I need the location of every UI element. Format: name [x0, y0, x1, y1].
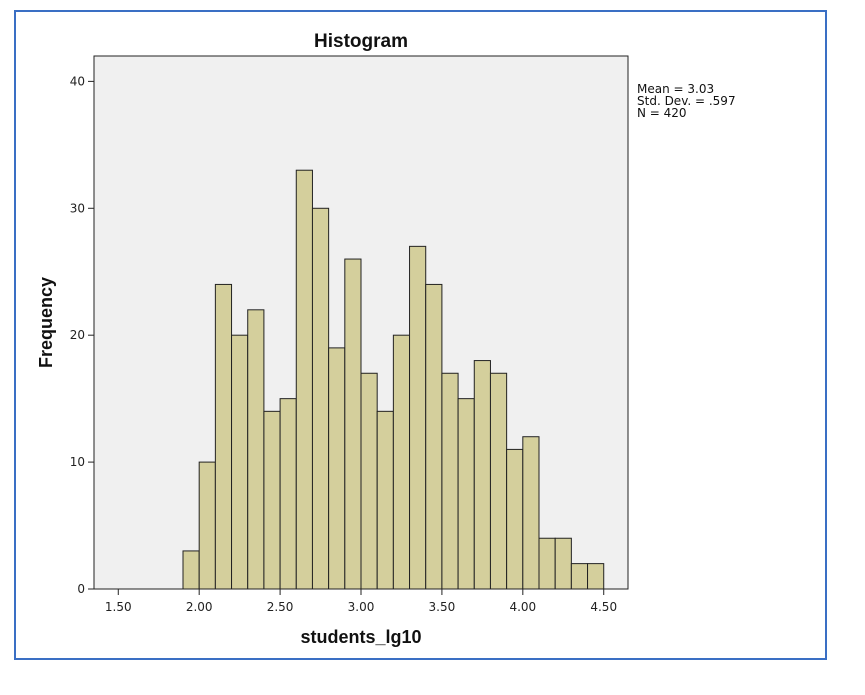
bars-group — [182, 169, 605, 590]
histogram-bar — [279, 398, 297, 590]
x-tick-label: 4.50 — [590, 600, 617, 614]
chart-title: Histogram — [314, 31, 408, 52]
x-tick-label: 1.50 — [105, 600, 132, 614]
stat-n: N = 420 — [637, 106, 687, 120]
histogram-bar — [538, 537, 556, 590]
histogram-bar — [587, 563, 605, 590]
histogram-bar — [570, 563, 589, 590]
histogram-bar — [522, 436, 540, 590]
histogram-bar — [247, 309, 265, 590]
histogram-bar — [457, 398, 475, 590]
stat-mean: Mean = 3.03 — [637, 82, 714, 96]
histogram-bar — [489, 372, 508, 590]
histogram-bar — [182, 550, 200, 590]
histogram-bar — [231, 334, 249, 590]
histogram-bar — [409, 245, 427, 590]
histogram-bar — [360, 372, 378, 590]
y-tick-label: 40 — [70, 74, 85, 88]
histogram-bar — [441, 372, 459, 590]
x-tick-label: 4.00 — [509, 600, 536, 614]
y-tick-label: 30 — [70, 201, 85, 215]
histogram-bar — [198, 461, 216, 590]
histogram-bar — [425, 283, 443, 590]
stats-box: Mean = 3.03 Std. Dev. = .597 N = 420 — [637, 82, 736, 120]
histogram-bar — [506, 448, 524, 590]
histogram-bar — [263, 410, 281, 590]
x-tick-label: 3.50 — [429, 600, 456, 614]
y-axis-title: Frequency — [36, 277, 56, 368]
histogram-bar — [344, 258, 362, 590]
y-tick-label: 20 — [70, 328, 85, 342]
x-tick-label: 2.50 — [267, 600, 294, 614]
x-tick-label: 2.00 — [186, 600, 213, 614]
histogram-bar — [392, 334, 411, 590]
y-tick-label: 0 — [77, 582, 85, 596]
histogram-bar — [328, 347, 346, 590]
y-tick-label: 10 — [70, 455, 85, 469]
x-axis-title: students_lg10 — [300, 627, 421, 647]
histogram-bar — [473, 360, 491, 590]
histogram-bar — [311, 207, 330, 590]
x-tick-label: 3.00 — [348, 600, 375, 614]
ticks-group: 0 10 20 30 40 1.50 2.00 2.50 3.00 3.50 4.00 4.50 — [70, 74, 617, 614]
stat-std-dev: Std. Dev. = .597 — [637, 94, 736, 108]
histogram-bar — [214, 283, 233, 590]
histogram-bar — [295, 169, 313, 590]
histogram-bar — [554, 537, 572, 590]
histogram-bar — [376, 410, 394, 590]
